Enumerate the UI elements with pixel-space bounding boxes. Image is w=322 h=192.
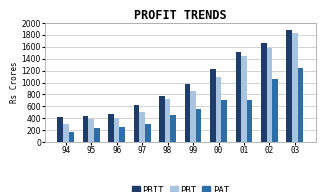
Bar	[261, 43, 267, 142]
Bar	[114, 118, 119, 142]
Bar	[94, 128, 99, 142]
Bar	[236, 52, 241, 142]
Bar	[241, 56, 247, 142]
Bar	[89, 119, 94, 142]
Bar	[159, 96, 165, 142]
Bar	[190, 92, 196, 142]
Bar	[292, 33, 298, 142]
Y-axis label: Rs Crores: Rs Crores	[10, 62, 19, 103]
Bar	[63, 124, 69, 142]
Bar	[298, 68, 303, 142]
Bar	[139, 112, 145, 142]
Bar	[145, 124, 151, 142]
Bar	[119, 127, 125, 142]
Bar	[57, 117, 63, 142]
Bar	[165, 99, 170, 142]
Bar	[221, 100, 227, 142]
Bar	[247, 100, 252, 142]
Bar	[287, 30, 292, 142]
Legend: PBIT, PBT, PAT: PBIT, PBT, PAT	[128, 182, 232, 192]
Bar	[185, 84, 190, 142]
Bar	[196, 109, 202, 142]
Bar	[69, 132, 74, 142]
Bar	[134, 105, 139, 142]
Bar	[170, 115, 176, 142]
Title: PROFIT TRENDS: PROFIT TRENDS	[134, 9, 227, 22]
Bar	[108, 114, 114, 142]
Bar	[83, 117, 89, 142]
Bar	[267, 48, 272, 142]
Bar	[210, 70, 216, 142]
Bar	[272, 79, 278, 142]
Bar	[216, 77, 221, 142]
